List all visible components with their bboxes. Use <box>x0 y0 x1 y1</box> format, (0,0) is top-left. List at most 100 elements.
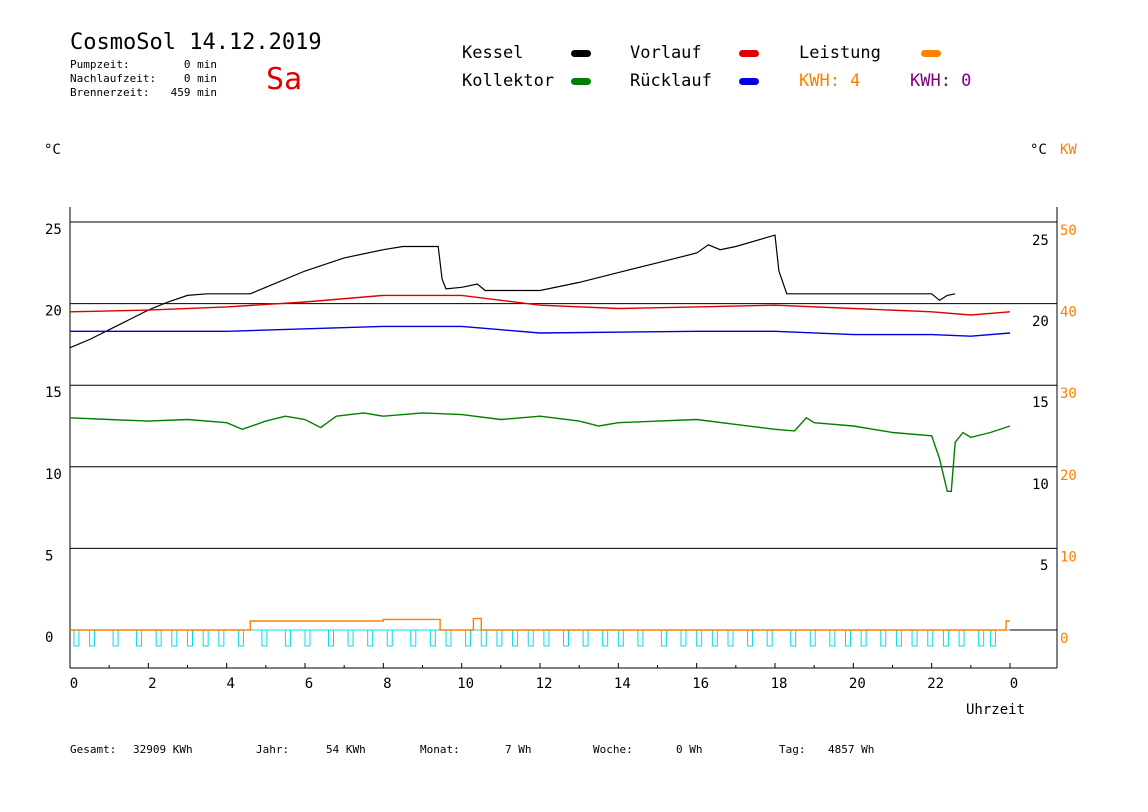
y-left-tick-label: 15 <box>45 385 62 401</box>
pump-mark <box>527 629 534 647</box>
legend-kwh-a: KWH: 4 <box>799 71 861 91</box>
y-left-tick-label: 25 <box>45 222 62 238</box>
pump-mark <box>747 629 754 647</box>
pump-mark <box>989 629 996 647</box>
pump-mark <box>136 629 143 647</box>
series-line-leistung <box>70 617 1010 631</box>
footer-jahr-label: Jahr: <box>256 743 290 756</box>
x-tick-label: 18 <box>771 676 788 692</box>
pump-mark <box>637 629 644 647</box>
x-tick-label: 10 <box>457 676 474 692</box>
pump-mark <box>809 629 816 647</box>
pump-mark <box>261 629 268 647</box>
pump-mark <box>711 629 718 647</box>
x-tick-label: 6 <box>305 676 313 692</box>
x-tick-label: 4 <box>226 676 234 692</box>
y-left-tick-label: 20 <box>45 304 62 320</box>
stat-label-brennerzeit: Brennerzeit: <box>70 86 150 99</box>
pump-mark <box>237 629 244 647</box>
pump-mark <box>465 629 472 647</box>
y-right-temp-tick-label: 20 <box>1032 314 1049 330</box>
pump-mark <box>367 629 374 647</box>
left-axis-unit: °C <box>44 142 61 158</box>
pump-mark <box>895 629 902 647</box>
legend-kollektor-label: Kollektor <box>462 71 555 91</box>
pump-mark <box>696 629 703 647</box>
pump-mark <box>958 629 965 647</box>
pump-mark <box>911 629 918 647</box>
footer-gesamt-value: 32909 KWh <box>133 743 193 756</box>
x-tick-label: 14 <box>614 676 631 692</box>
y-right-kw-tick-label: 0 <box>1060 631 1068 647</box>
x-tick-label: 16 <box>692 676 709 692</box>
legend-kessel-label: Kessel <box>462 43 524 63</box>
x-tick-label: 0 <box>70 676 78 692</box>
pump-mark <box>942 629 949 647</box>
pump-mark <box>347 629 354 647</box>
x-tick-label: 12 <box>536 676 553 692</box>
pump-mark <box>766 629 773 647</box>
series-line-kollektor <box>69 412 1011 492</box>
pump-mark <box>480 629 487 647</box>
footer-tag-label: Tag: <box>779 743 806 756</box>
pump-mark <box>304 629 311 647</box>
stat-value-brennerzeit: 459 min <box>170 86 217 99</box>
pump-mark <box>496 629 503 647</box>
pump-mark <box>543 629 550 647</box>
stat-label-nachlaufzeit: Nachlaufzeit: <box>70 72 157 85</box>
pump-mark <box>89 629 96 647</box>
pump-mark <box>790 629 797 647</box>
series-line-rcklauf <box>70 325 1011 337</box>
pump-mark <box>829 629 836 647</box>
footer-woche-value: 0 Wh <box>676 743 703 756</box>
y-right-temp-tick-label: 15 <box>1032 395 1049 411</box>
pump-mark <box>445 629 452 647</box>
pump-mark <box>727 629 734 647</box>
x-tick-label: 22 <box>927 676 944 692</box>
pump-mark <box>171 629 178 647</box>
pump-mark <box>187 629 193 647</box>
y-right-temp-tick-label: 5 <box>1040 558 1048 574</box>
pump-mark <box>617 629 624 647</box>
pump-mark <box>73 629 80 647</box>
pump-mark <box>218 629 225 647</box>
legend-vorlauf-label: Vorlauf <box>630 43 702 63</box>
pump-mark <box>860 629 867 647</box>
footer-woche-label: Woche: <box>593 743 633 756</box>
legend-ruecklauf-swatch <box>739 78 759 85</box>
series-line-kessel <box>69 234 956 349</box>
legend-kessel-swatch <box>571 50 591 57</box>
pump-mark <box>429 629 436 647</box>
y-right-temp-tick-label: 10 <box>1032 477 1049 493</box>
y-left-tick-label: 5 <box>45 548 53 564</box>
legend-vorlauf-swatch <box>739 50 759 57</box>
footer-tag-value: 4857 Wh <box>828 743 875 756</box>
y-right-kw-tick-label: 50 <box>1060 223 1077 239</box>
pump-mark <box>202 629 209 647</box>
x-tick-label: 8 <box>383 676 391 692</box>
pump-mark <box>410 629 417 647</box>
pump-mark <box>582 629 589 647</box>
legend-leistung-swatch <box>921 50 941 57</box>
footer-monat-value: 7 Wh <box>505 743 532 756</box>
y-left-tick-label: 10 <box>45 467 62 483</box>
pump-mark <box>328 629 334 647</box>
x-tick-label: 20 <box>849 676 866 692</box>
stat-label-pumpzeit: Pumpzeit: <box>70 58 130 71</box>
x-tick-label: 2 <box>148 676 156 692</box>
y-right-kw-tick-label: 30 <box>1060 386 1077 402</box>
weekday-label: Sa <box>266 62 303 97</box>
pump-mark <box>386 629 393 647</box>
y-right-temp-tick-label: 25 <box>1032 233 1049 249</box>
pump-mark <box>512 629 519 647</box>
legend-kollektor-swatch <box>571 78 591 85</box>
x-axis-label: Uhrzeit <box>966 702 1026 718</box>
series-line-vorlauf <box>69 294 1011 316</box>
stat-value-nachlaufzeit: 0 min <box>183 72 217 85</box>
footer-monat-label: Monat: <box>420 743 460 756</box>
y-right-kw-tick-label: 10 <box>1060 549 1077 565</box>
pump-mark <box>927 629 934 647</box>
pump-mark <box>978 629 985 647</box>
footer-gesamt-label: Gesamt: <box>70 743 117 756</box>
